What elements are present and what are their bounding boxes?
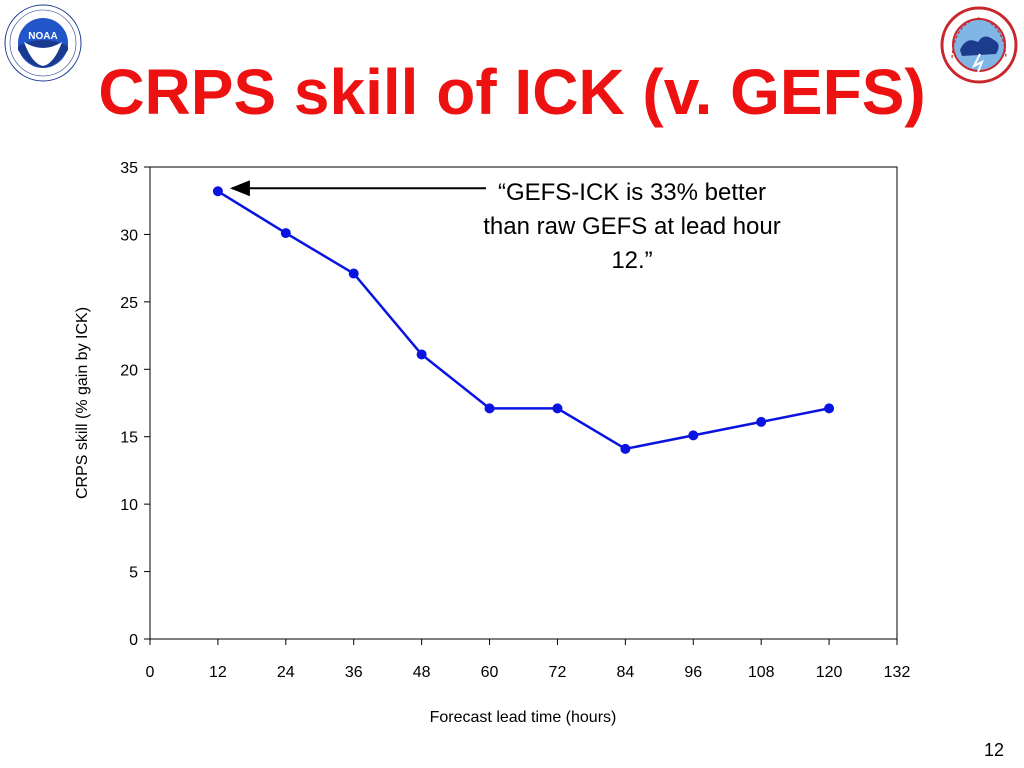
y-tick-label: 15 (120, 430, 138, 447)
data-point (824, 403, 835, 414)
y-tick-label: 20 (120, 362, 138, 379)
callout-annotation: “GEFS-ICK is 33% better than raw GEFS at… (483, 179, 781, 274)
data-point (620, 443, 631, 454)
page-number: 12 (983, 740, 1004, 760)
data-point (212, 186, 223, 197)
x-tick-label: 84 (616, 664, 634, 681)
noaa-logo-text: NOAA (28, 31, 57, 42)
x-tick-label: 72 (549, 664, 567, 681)
x-tick-label: 120 (816, 664, 843, 681)
y-tick-label: 30 (120, 227, 138, 244)
x-tick-label: 0 (146, 664, 155, 681)
data-point (280, 228, 291, 239)
x-tick-label: 108 (748, 664, 775, 681)
plot-area (149, 166, 898, 640)
noaa-logo-icon: NOAA (4, 4, 82, 82)
y-tick-label: 35 (120, 160, 138, 177)
x-tick-label: 96 (684, 664, 702, 681)
y-tick-label: 0 (129, 632, 138, 649)
x-tick-label: 48 (413, 664, 431, 681)
data-point (416, 349, 427, 360)
y-tick-label: 25 (120, 295, 138, 312)
x-tick-label: 24 (277, 664, 295, 681)
national-weather-service-logo-icon (940, 6, 1018, 84)
data-point (348, 268, 359, 279)
x-tick-label: 36 (345, 664, 363, 681)
x-tick-label: 12 (209, 664, 227, 681)
y-axis: 0 5 10 15 20 25 30 35 (120, 160, 150, 649)
x-tick-label: 60 (481, 664, 499, 681)
data-point (484, 403, 495, 414)
x-axis-label: Forecast lead time (hours) (430, 709, 617, 726)
x-axis: 0 12 24 36 48 60 72 84 96 108 120 132 (146, 639, 911, 681)
y-axis-label: CRPS skill (% gain by ICK) (74, 307, 91, 499)
data-point (756, 416, 767, 427)
data-point (552, 403, 563, 414)
y-tick-label: 5 (129, 565, 138, 582)
y-tick-label: 10 (120, 497, 138, 514)
data-point (688, 430, 699, 441)
crps-skill-series-line (217, 190, 830, 451)
slide-title: CRPS skill of ICK (v. GEFS) (98, 56, 926, 128)
crps-skill-series-points (212, 186, 835, 454)
x-tick-label: 132 (884, 664, 911, 681)
